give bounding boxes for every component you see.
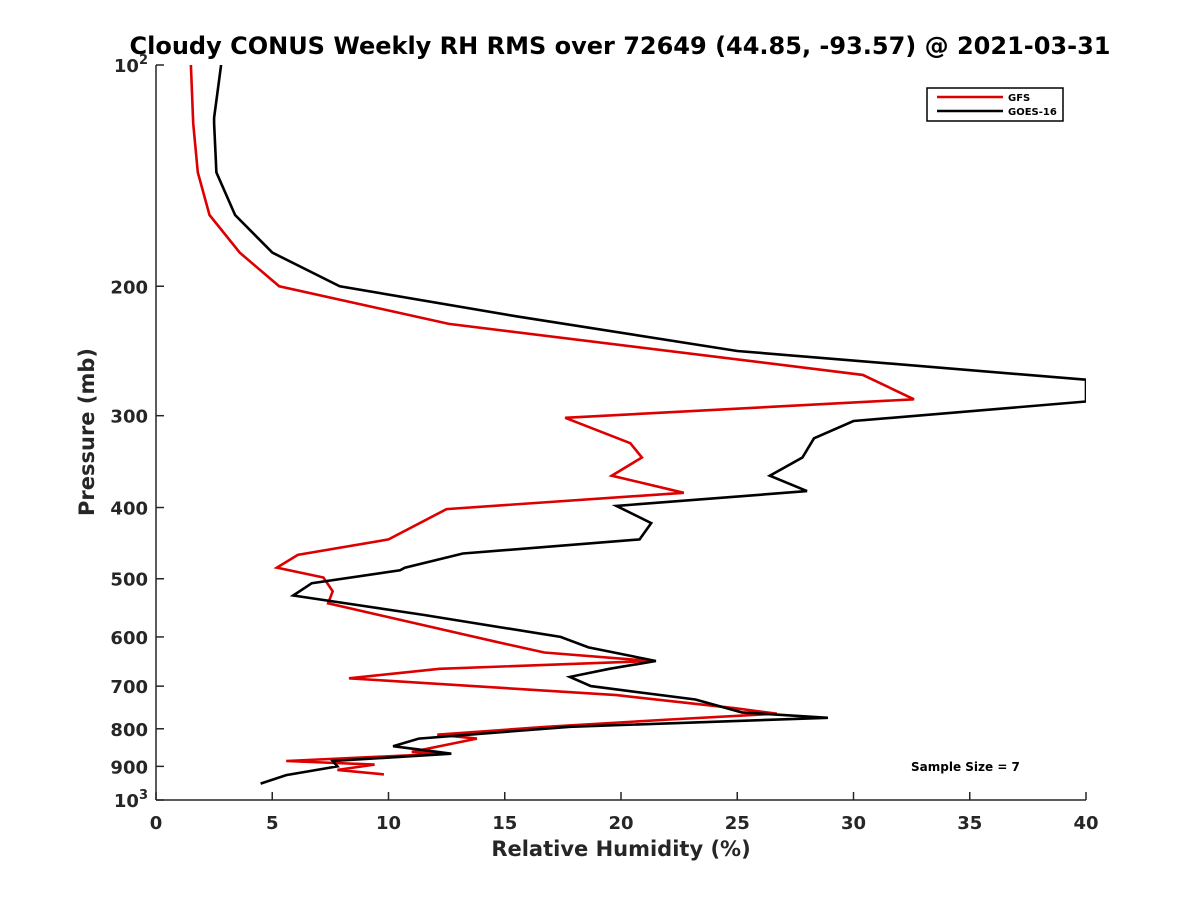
- x-tick-label: 5: [266, 813, 279, 834]
- sample-size-annotation: Sample Size = 7: [911, 760, 1020, 774]
- x-axis-label: Relative Humidity (%): [491, 837, 750, 861]
- x-tick-label: 40: [1073, 813, 1098, 834]
- x-tick-label: 0: [150, 813, 163, 834]
- x-tick-label: 20: [608, 813, 633, 834]
- series-line-gfs: [189, 65, 915, 776]
- x-ticks: 0 5 10 15 20 25 30 35 40: [150, 792, 1099, 834]
- legend-box: [926, 87, 1064, 122]
- legend-label-gfs: GFS: [1008, 93, 1030, 104]
- y-tick-label: 300: [110, 407, 148, 428]
- y-tick-label: 800: [110, 720, 148, 741]
- y-tick-label: 102: [114, 53, 148, 77]
- y-tick-label: 600: [110, 628, 148, 649]
- y-tick-label: 500: [110, 570, 148, 591]
- x-tick-label: 30: [841, 813, 866, 834]
- series-layer: [189, 65, 1086, 785]
- y-axis-label: Pressure (mb): [75, 348, 99, 516]
- x-tick-label: 25: [725, 813, 750, 834]
- y-tick-label: 700: [110, 677, 148, 698]
- x-tick-label: 10: [376, 813, 401, 834]
- y-tick-label: 900: [110, 757, 148, 778]
- chart-title: Cloudy CONUS Weekly RH RMS over 72649 (4…: [130, 32, 1111, 60]
- x-tick-label: 15: [492, 813, 517, 834]
- legend: GFS GOES-16: [926, 87, 1064, 122]
- x-tick-label: 35: [957, 813, 982, 834]
- series-line-goes-16: [212, 65, 1086, 785]
- y-tick-label: 400: [110, 499, 148, 520]
- legend-label-goes-16: GOES-16: [1008, 107, 1057, 118]
- y-tick-label: 200: [110, 277, 148, 298]
